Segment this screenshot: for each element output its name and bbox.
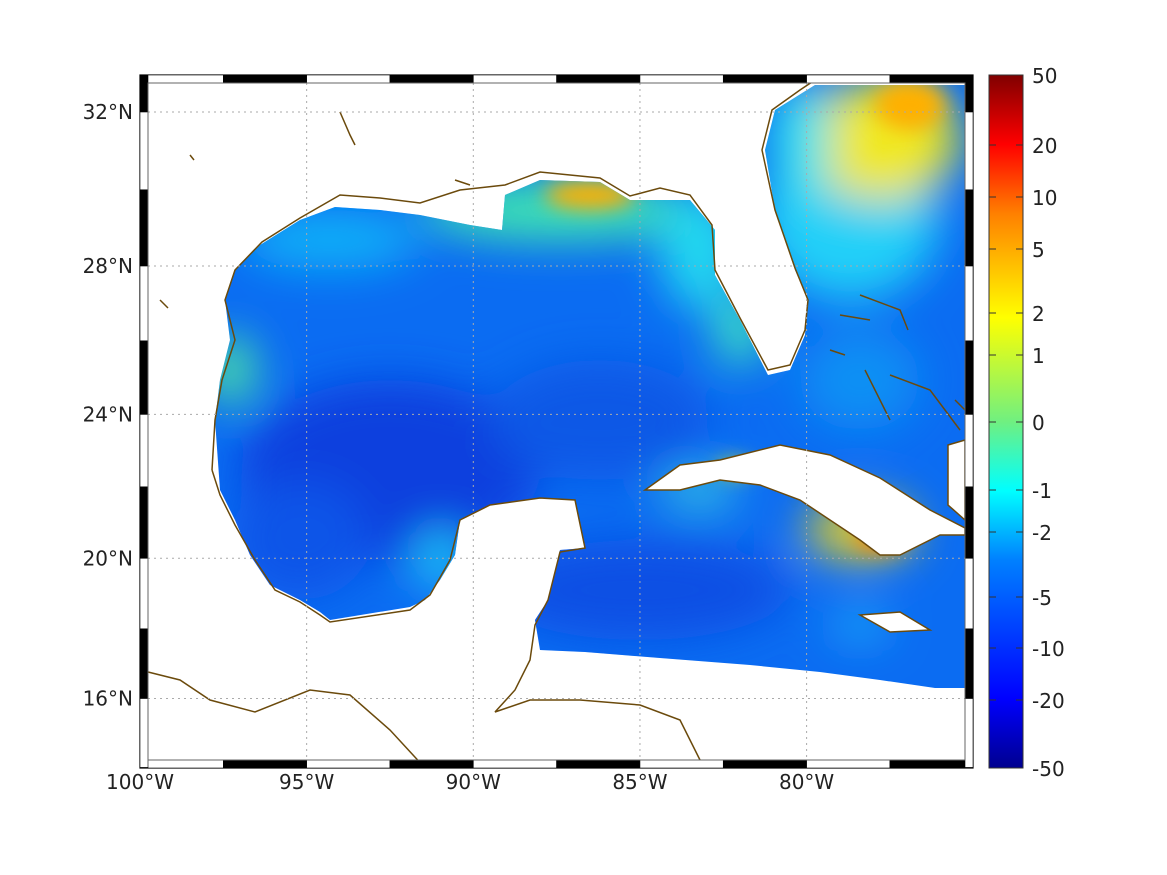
lon-tick-label: 85°W bbox=[612, 770, 667, 794]
frame-segment-top bbox=[722, 74, 807, 84]
colorbar-label: 20 bbox=[1032, 134, 1057, 158]
colorbar-label: 1 bbox=[1032, 344, 1045, 368]
jamaica-landmass bbox=[857, 611, 933, 633]
frame-segment-left bbox=[139, 557, 149, 630]
frame-segment-top bbox=[806, 74, 891, 84]
frame-segment-left bbox=[139, 111, 149, 191]
frame-segment-top bbox=[223, 74, 307, 84]
lon-tick-label: 90°W bbox=[446, 770, 501, 794]
mexico-yucatan-coast bbox=[211, 469, 701, 761]
frame-segment-left bbox=[139, 74, 149, 113]
pacific-coast bbox=[139, 669, 426, 769]
frame-segment-right bbox=[964, 486, 974, 559]
frame-segment-bottom bbox=[306, 759, 391, 769]
lon-tick-label: 80°W bbox=[779, 770, 834, 794]
frame-segment-right bbox=[964, 628, 974, 699]
frame-segment-right bbox=[964, 74, 974, 113]
frame-segment-bottom bbox=[556, 759, 641, 769]
frame-segment-right bbox=[964, 189, 974, 267]
map-frame bbox=[139, 74, 974, 769]
frame-segment-bottom bbox=[139, 759, 224, 769]
frame-segment-top bbox=[389, 74, 474, 84]
frame-segment-right bbox=[964, 265, 974, 342]
frame-segment-left bbox=[139, 628, 149, 699]
lon-tick-label: 100°W bbox=[106, 770, 174, 794]
frame-segment-top bbox=[306, 74, 391, 84]
frame-segment-left bbox=[139, 414, 149, 488]
frame-segment-bottom bbox=[389, 759, 474, 769]
frame-segment-left bbox=[139, 698, 149, 768]
colorbar-label: 0 bbox=[1032, 411, 1045, 435]
frame-segment-top bbox=[889, 74, 974, 84]
inland-lakes bbox=[159, 111, 471, 309]
colorbar-label: 50 bbox=[1032, 64, 1057, 88]
frame-segment-bottom bbox=[472, 759, 557, 769]
colorbar-label: -1 bbox=[1032, 479, 1052, 503]
frame-segment-right bbox=[964, 340, 974, 415]
frame-segment-top bbox=[556, 74, 641, 84]
cuba-landmass bbox=[642, 444, 966, 556]
colorbar-label: -20 bbox=[1032, 689, 1065, 713]
frame-segment-top bbox=[472, 74, 557, 84]
axis-tick-labels: 100°W 95°W 90°W 85°W 80°W 32°N 28°N 24°N 20°N 16°… bbox=[83, 100, 835, 794]
colorbar-label: -2 bbox=[1032, 521, 1052, 545]
frame-inner bbox=[147, 82, 966, 761]
bahamas-islands bbox=[829, 294, 966, 431]
frame-segment-bottom bbox=[806, 759, 891, 769]
frame-segment-right bbox=[964, 414, 974, 488]
frame-segment-bottom bbox=[889, 759, 974, 769]
frame-segment-bottom bbox=[223, 759, 307, 769]
frame-segment-bottom bbox=[639, 759, 724, 769]
coastlines bbox=[139, 79, 966, 769]
frame-segment-right bbox=[964, 557, 974, 630]
colorbar-label: -50 bbox=[1032, 757, 1065, 781]
colorbar-label: -10 bbox=[1032, 637, 1065, 661]
lon-tick-label: 95°W bbox=[279, 770, 334, 794]
lat-tick-label: 24°N bbox=[83, 402, 133, 426]
colorbar-label: -5 bbox=[1032, 586, 1052, 610]
colorbar-label: 5 bbox=[1032, 238, 1045, 262]
graticule bbox=[148, 83, 965, 760]
us-gulf-coast bbox=[211, 79, 816, 471]
frame-segment-left bbox=[139, 189, 149, 267]
frame-segment-top bbox=[639, 74, 724, 84]
frame-segment-right bbox=[964, 111, 974, 191]
frame-segment-right bbox=[964, 698, 974, 768]
frame-segment-left bbox=[139, 340, 149, 415]
hispaniola-landmass bbox=[947, 438, 966, 522]
colorbar-label: 10 bbox=[1032, 186, 1057, 210]
lat-tick-label: 28°N bbox=[83, 254, 133, 278]
colorbar-label: 2 bbox=[1032, 302, 1045, 326]
data-field bbox=[215, 85, 965, 688]
lat-tick-label: 32°N bbox=[83, 100, 133, 124]
lat-tick-label: 20°N bbox=[83, 546, 133, 570]
lat-tick-label: 16°N bbox=[83, 687, 133, 711]
frame-segment-bottom bbox=[722, 759, 807, 769]
frame-segment-top bbox=[139, 74, 224, 84]
frame-segment-left bbox=[139, 265, 149, 342]
frame-segment-left bbox=[139, 486, 149, 559]
